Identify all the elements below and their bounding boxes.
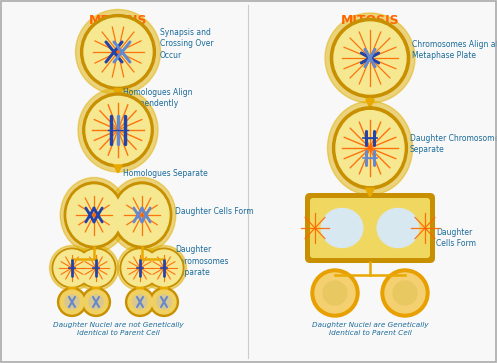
Text: Homologues Align
Independently: Homologues Align Independently (123, 87, 192, 109)
Ellipse shape (86, 97, 150, 164)
Ellipse shape (78, 88, 158, 172)
Ellipse shape (117, 245, 163, 290)
Text: Daughter Nuclei are Genetically
Identical to Parent Cell: Daughter Nuclei are Genetically Identica… (312, 322, 428, 336)
Text: Daughter
Chromosomes
Separate: Daughter Chromosomes Separate (175, 245, 230, 277)
Ellipse shape (58, 287, 86, 317)
Ellipse shape (60, 290, 84, 314)
Ellipse shape (67, 185, 121, 245)
Ellipse shape (381, 269, 429, 317)
Ellipse shape (74, 245, 118, 290)
Ellipse shape (133, 295, 147, 309)
Ellipse shape (108, 178, 176, 253)
Ellipse shape (332, 107, 408, 189)
Ellipse shape (83, 93, 153, 167)
Ellipse shape (128, 290, 152, 314)
Text: Synapsis and
Crossing Over
Occur: Synapsis and Crossing Over Occur (160, 28, 214, 60)
FancyBboxPatch shape (310, 198, 430, 258)
Ellipse shape (315, 273, 355, 313)
Ellipse shape (142, 245, 186, 290)
Ellipse shape (65, 295, 79, 309)
Text: Daughter Cells Form: Daughter Cells Form (175, 207, 253, 216)
Text: Daughter Chromosomes
Separate: Daughter Chromosomes Separate (410, 134, 497, 154)
Ellipse shape (385, 273, 425, 313)
Ellipse shape (150, 287, 178, 317)
Ellipse shape (60, 178, 128, 253)
Ellipse shape (311, 269, 359, 317)
Ellipse shape (89, 295, 103, 309)
Text: Daughter Nuclei are not Genetically
Identical to Parent Cell: Daughter Nuclei are not Genetically Iden… (53, 322, 183, 336)
Ellipse shape (336, 111, 404, 185)
Ellipse shape (334, 22, 406, 94)
Ellipse shape (115, 185, 169, 245)
Text: Homologues Separate: Homologues Separate (123, 169, 208, 178)
Ellipse shape (144, 248, 184, 288)
Ellipse shape (157, 295, 171, 309)
Text: MEIOSIS: MEIOSIS (89, 14, 147, 27)
Ellipse shape (323, 281, 347, 305)
Ellipse shape (393, 281, 417, 305)
Ellipse shape (78, 250, 114, 286)
Ellipse shape (325, 13, 415, 103)
Ellipse shape (84, 290, 108, 314)
Ellipse shape (328, 101, 413, 195)
Ellipse shape (146, 250, 182, 286)
Ellipse shape (377, 208, 419, 248)
Text: Chromosomes Align at the
Metaphase Plate: Chromosomes Align at the Metaphase Plate (412, 40, 497, 60)
Ellipse shape (76, 248, 116, 288)
Ellipse shape (76, 9, 161, 94)
Ellipse shape (52, 248, 92, 288)
Ellipse shape (81, 15, 156, 89)
Ellipse shape (50, 245, 94, 290)
Ellipse shape (126, 287, 155, 317)
Ellipse shape (120, 248, 160, 288)
Text: Daughter
Cells Form: Daughter Cells Form (436, 228, 476, 248)
Ellipse shape (321, 208, 363, 248)
Ellipse shape (122, 250, 158, 286)
Ellipse shape (112, 182, 171, 248)
Ellipse shape (331, 19, 410, 98)
Ellipse shape (82, 287, 110, 317)
Ellipse shape (64, 182, 124, 248)
FancyBboxPatch shape (305, 193, 435, 263)
Text: MITOSIS: MITOSIS (340, 14, 399, 27)
Ellipse shape (54, 250, 90, 286)
Ellipse shape (152, 290, 176, 314)
Ellipse shape (84, 18, 152, 86)
